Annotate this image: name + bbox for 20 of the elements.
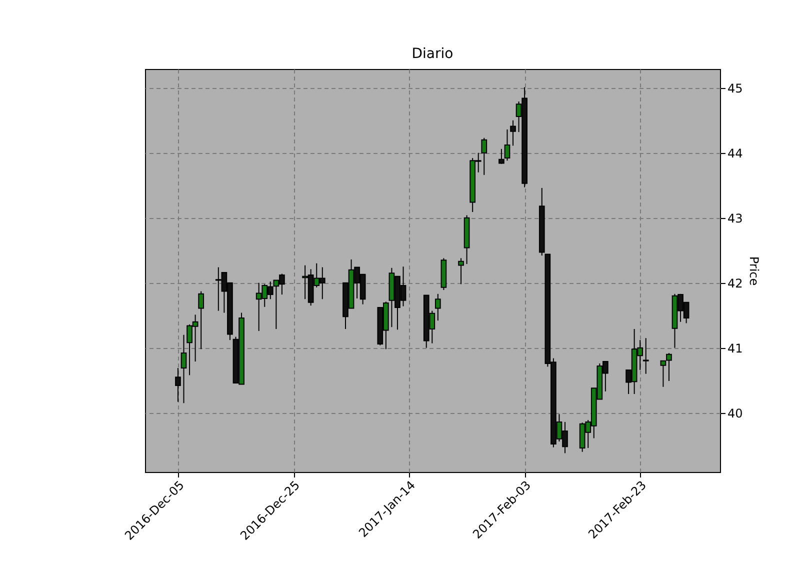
- candlestick: [498, 148, 504, 164]
- candlestick: [642, 338, 649, 374]
- candlestick: [510, 120, 516, 146]
- chart-title: Diario: [412, 46, 454, 62]
- candlestick: [458, 258, 464, 285]
- candlestick: [504, 128, 510, 162]
- y-tick-label: 45: [728, 81, 743, 96]
- y-tick-label: 43: [728, 211, 743, 226]
- y-tick-label: 42: [728, 276, 743, 290]
- candlestick: [198, 290, 204, 350]
- candlestick: [175, 368, 181, 402]
- candlestick: [180, 334, 187, 404]
- y-tick-label: 44: [728, 146, 743, 160]
- candlestick: [434, 293, 441, 322]
- candlestick: [660, 360, 666, 388]
- candlestick: [481, 137, 488, 176]
- y-tick-label: 41: [728, 341, 743, 356]
- y-axis-title: Price: [746, 256, 761, 286]
- candlestick: [666, 352, 672, 382]
- y-tick-label: 40: [728, 406, 743, 420]
